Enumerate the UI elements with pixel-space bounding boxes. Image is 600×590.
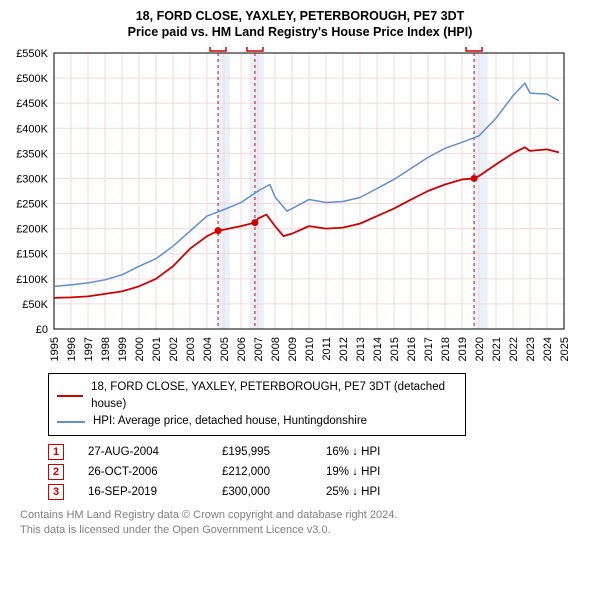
legend: 18, FORD CLOSE, YAXLEY, PETERBOROUGH, PE…: [48, 373, 466, 437]
svg-text:2024: 2024: [542, 337, 554, 361]
svg-text:2020: 2020: [474, 337, 486, 361]
svg-text:£500K: £500K: [16, 73, 48, 85]
svg-text:2016: 2016: [406, 337, 418, 361]
marker-price: £212,000: [222, 466, 302, 478]
marker-date: 16-SEP-2019: [88, 486, 198, 498]
legend-label: HPI: Average price, detached house, Hunt…: [93, 413, 367, 430]
marker-badge: 1: [48, 444, 64, 460]
svg-text:£50K: £50K: [22, 298, 48, 310]
footer-line-1: Contains HM Land Registry data © Crown c…: [20, 508, 590, 523]
svg-text:1998: 1998: [100, 337, 112, 361]
title-line-1: 18, FORD CLOSE, YAXLEY, PETERBOROUGH, PE…: [10, 8, 590, 24]
svg-text:£450K: £450K: [16, 98, 48, 110]
legend-swatch: [57, 421, 85, 423]
footer-attribution: Contains HM Land Registry data © Crown c…: [20, 508, 590, 538]
svg-text:1999: 1999: [117, 337, 129, 361]
svg-text:3: 3: [471, 47, 477, 50]
svg-text:2001: 2001: [151, 337, 163, 361]
svg-text:£200K: £200K: [16, 223, 48, 235]
svg-text:2000: 2000: [134, 337, 146, 361]
svg-text:2002: 2002: [168, 337, 180, 361]
line-chart: £0 £50K £100K £150K £200K £250K £300K £350K £400…: [10, 47, 570, 367]
svg-text:1: 1: [215, 47, 221, 50]
svg-text:2025: 2025: [559, 337, 570, 361]
marker-date: 27-AUG-2004: [88, 446, 198, 458]
svg-text:£400K: £400K: [16, 123, 48, 135]
svg-text:2004: 2004: [202, 337, 214, 361]
figure-container: 18, FORD CLOSE, YAXLEY, PETERBOROUGH, PE…: [0, 0, 600, 548]
svg-text:2017: 2017: [423, 337, 435, 361]
marker-row: 1 27-AUG-2004 £195,995 16% ↓ HPI: [48, 444, 590, 460]
marker-badge: 3: [48, 484, 64, 500]
svg-text:2003: 2003: [185, 337, 197, 361]
legend-item: HPI: Average price, detached house, Hunt…: [57, 413, 457, 430]
svg-text:2019: 2019: [457, 337, 469, 361]
svg-text:2006: 2006: [236, 337, 248, 361]
svg-text:2021: 2021: [491, 337, 503, 361]
marker-table: 1 27-AUG-2004 £195,995 16% ↓ HPI 2 26-OCT-200…: [48, 444, 590, 500]
marker-row: 3 16-SEP-2019 £300,000 25% ↓ HPI: [48, 484, 590, 500]
legend-swatch: [57, 395, 83, 397]
svg-text:£150K: £150K: [16, 248, 48, 260]
marker-diff: 25% ↓ HPI: [326, 486, 416, 498]
svg-text:2015: 2015: [389, 337, 401, 361]
svg-text:£350K: £350K: [16, 148, 48, 160]
svg-text:1995: 1995: [49, 337, 61, 361]
legend-label: 18, FORD CLOSE, YAXLEY, PETERBOROUGH, PE…: [91, 379, 457, 414]
marker-row: 2 26-OCT-2006 £212,000 19% ↓ HPI: [48, 464, 590, 480]
marker-date: 26-OCT-2006: [88, 466, 198, 478]
title-line-2: Price paid vs. HM Land Registry's House …: [10, 24, 590, 40]
chart-title: 18, FORD CLOSE, YAXLEY, PETERBOROUGH, PE…: [10, 8, 590, 41]
legend-item: 18, FORD CLOSE, YAXLEY, PETERBOROUGH, PE…: [57, 379, 457, 414]
marker-badge: 2: [48, 464, 64, 480]
svg-text:2011: 2011: [321, 337, 333, 361]
svg-text:2008: 2008: [270, 337, 282, 361]
svg-text:2009: 2009: [287, 337, 299, 361]
svg-text:£550K: £550K: [16, 48, 48, 60]
svg-text:2022: 2022: [508, 337, 520, 361]
svg-text:2013: 2013: [355, 337, 367, 361]
svg-text:2007: 2007: [253, 337, 265, 361]
svg-text:2012: 2012: [338, 337, 350, 361]
svg-text:£100K: £100K: [16, 273, 48, 285]
svg-text:2005: 2005: [219, 337, 231, 361]
marker-diff: 16% ↓ HPI: [326, 446, 416, 458]
svg-text:2023: 2023: [525, 337, 537, 361]
marker-price: £300,000: [222, 486, 302, 498]
svg-text:2018: 2018: [440, 337, 452, 361]
svg-text:£300K: £300K: [16, 173, 48, 185]
svg-text:2010: 2010: [304, 337, 316, 361]
svg-text:£0: £0: [36, 324, 48, 336]
marker-diff: 19% ↓ HPI: [326, 466, 416, 478]
svg-text:2014: 2014: [372, 337, 384, 361]
svg-text:£250K: £250K: [16, 198, 48, 210]
marker-price: £195,995: [222, 446, 302, 458]
footer-line-2: This data is licensed under the Open Gov…: [20, 523, 590, 538]
svg-text:1996: 1996: [66, 337, 78, 361]
chart-area: £0 £50K £100K £150K £200K £250K £300K £350K £400…: [10, 47, 590, 367]
svg-text:1997: 1997: [83, 337, 95, 361]
svg-text:2: 2: [252, 47, 258, 50]
